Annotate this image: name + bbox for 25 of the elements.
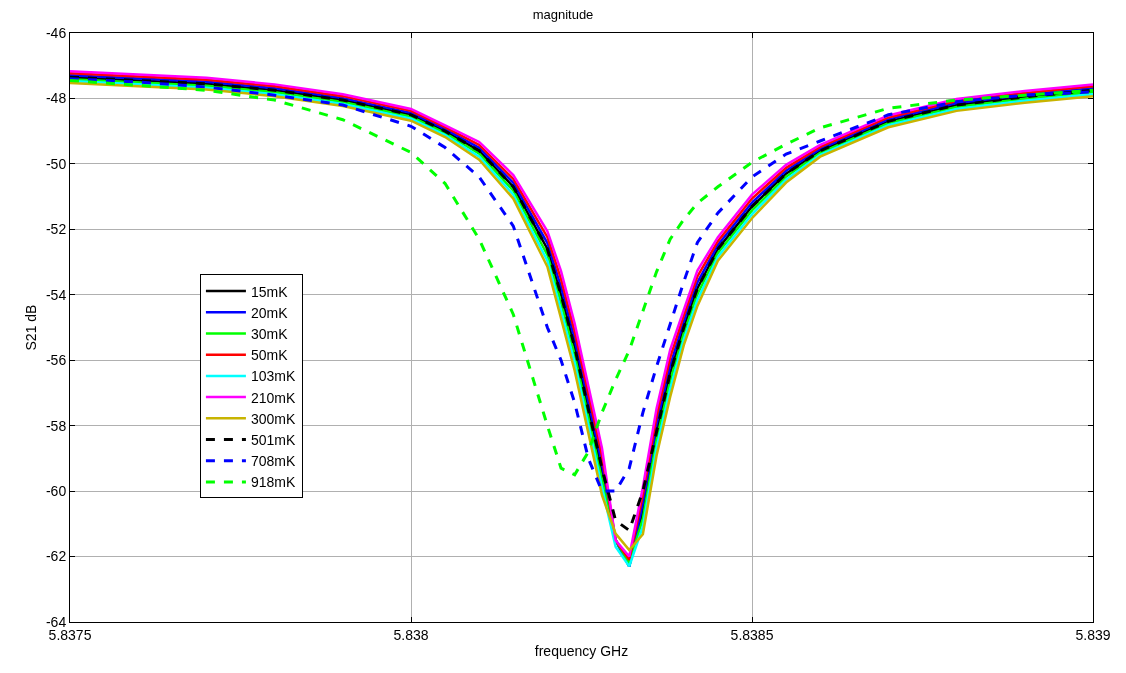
- y-tick-label: -62: [45, 548, 67, 565]
- x-axis-title: frequency GHz: [534, 643, 629, 660]
- x-tick-label: 5.838: [393, 626, 429, 643]
- legend-label: 15mK: [250, 283, 289, 300]
- y-tick-label: -54: [45, 286, 67, 303]
- y-tick-label: -56: [45, 352, 67, 369]
- legend-label: 103mK: [250, 368, 296, 385]
- legend-label: 30mK: [250, 325, 289, 342]
- x-tick-label: 5.839: [1075, 626, 1111, 643]
- y-tick-label: -60: [45, 483, 67, 500]
- legend-label: 501mK: [250, 431, 296, 448]
- legend-label: 20mK: [250, 304, 289, 321]
- legend-label: 210mK: [250, 389, 296, 406]
- y-tick-label: -52: [45, 221, 67, 238]
- legend-label: 300mK: [250, 410, 296, 427]
- x-tick-label: 5.8385: [730, 626, 774, 643]
- legend-label: 50mK: [250, 347, 289, 364]
- legend-label: 918mK: [250, 474, 296, 491]
- chart-title: magnitude: [532, 7, 594, 23]
- y-tick-label: -58: [45, 417, 67, 434]
- y-tick-label: -48: [45, 90, 67, 107]
- y-tick-label: -50: [45, 155, 67, 172]
- y-tick-label: -46: [45, 24, 67, 41]
- y-axis-title: S21 dB: [22, 304, 39, 351]
- legend-label: 708mK: [250, 453, 296, 470]
